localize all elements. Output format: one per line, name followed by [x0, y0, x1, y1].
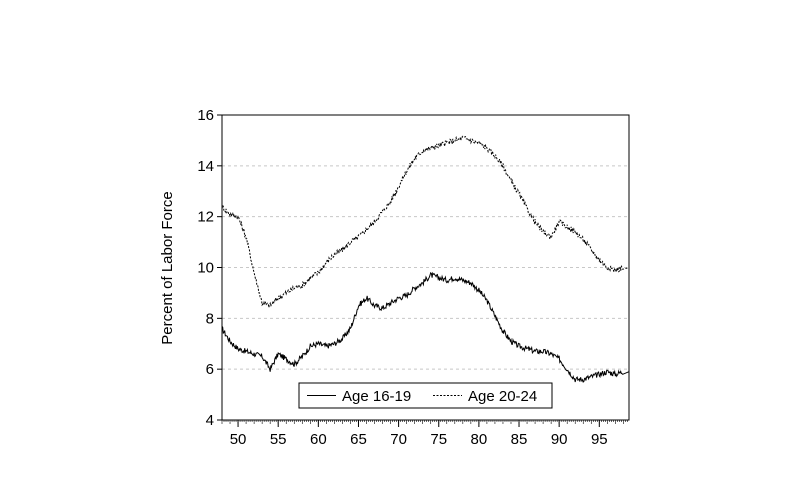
legend: Age 16-19 Age 20-24 — [298, 382, 553, 409]
x-tick-label: 75 — [430, 431, 447, 448]
legend-label-age-20-24: Age 20-24 — [468, 388, 537, 405]
x-tick-label: 50 — [230, 431, 247, 448]
x-tick-label: 70 — [390, 431, 407, 448]
x-tick-label: 55 — [270, 431, 287, 448]
legend-box — [298, 382, 553, 409]
y-axis-label: Percent of Labor Force — [159, 191, 176, 344]
series-layer — [221, 135, 630, 383]
series-line-age-20-24 — [221, 135, 630, 308]
x-tick-label: 60 — [310, 431, 327, 448]
axis-layer: 4 6 8 10 12 14 16 50 55 60 65 70 75 80 85 90 95 — [197, 107, 628, 448]
x-tick-label: 80 — [471, 431, 488, 448]
grid-layer — [222, 165, 629, 370]
x-tick-label: 65 — [350, 431, 367, 448]
y-tick-label: 16 — [197, 107, 214, 124]
y-tick-label: 6 — [206, 361, 214, 378]
y-tick-label: 12 — [197, 209, 214, 226]
x-tick-label: 95 — [591, 431, 608, 448]
y-tick-label: 14 — [197, 158, 214, 175]
legend-label-age-16-19: Age 16-19 — [342, 388, 411, 405]
y-tick-label: 4 — [206, 412, 214, 429]
y-tick-label: 8 — [206, 310, 214, 327]
x-tick-label: 90 — [551, 431, 568, 448]
series-line-age-16-19 — [221, 271, 630, 383]
y-tick-label: 10 — [197, 260, 214, 277]
x-tick-label: 85 — [511, 431, 528, 448]
